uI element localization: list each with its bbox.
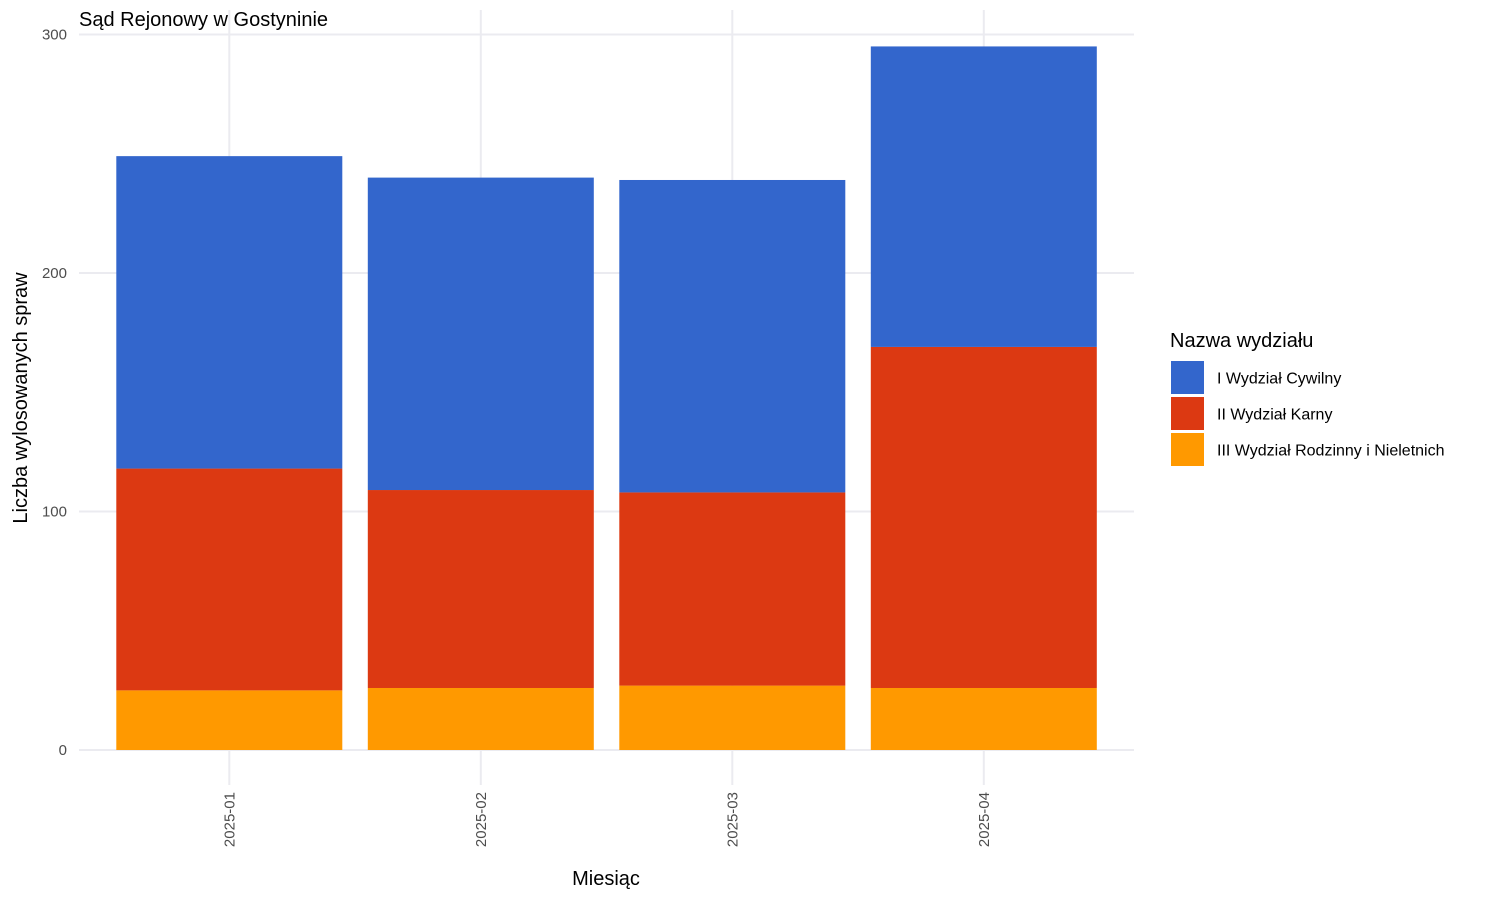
legend: Nazwa wydziału I Wydział Cywilny II Wydzi… xyxy=(1170,330,1445,466)
legend-key xyxy=(1171,433,1204,466)
legend-key xyxy=(1171,361,1204,394)
x-tick-label: 2025-01 xyxy=(221,792,238,847)
y-tick-label: 0 xyxy=(59,742,67,759)
legend-title: Nazwa wydziału xyxy=(1170,330,1313,352)
bars-layer xyxy=(116,46,1097,750)
legend-label: I Wydział Cywilny xyxy=(1217,371,1341,388)
bar-segment xyxy=(619,685,846,750)
ticks-layer: 0 100 200 300 2025-01 2025-02 2025-03 2025-04 xyxy=(42,27,993,848)
bar-segment xyxy=(870,46,1097,347)
bar-segment xyxy=(367,490,594,688)
bar-segment xyxy=(116,156,343,469)
x-tick-label: 2025-02 xyxy=(473,792,490,847)
bar-segment xyxy=(619,179,846,493)
y-tick-label: 200 xyxy=(42,265,67,282)
bar-segment xyxy=(619,492,846,686)
x-axis-title: Miesiąc xyxy=(572,868,640,890)
bar-segment xyxy=(116,468,343,691)
bar-segment xyxy=(870,346,1097,688)
legend-key xyxy=(1171,397,1204,430)
bar-segment xyxy=(116,690,343,750)
legend-label: II Wydział Karny xyxy=(1217,407,1332,424)
x-tick-label: 2025-03 xyxy=(724,792,741,847)
bar-segment xyxy=(367,687,594,750)
y-tick-label: 100 xyxy=(42,504,67,521)
legend-label: III Wydział Rodzinny i Nieletnich xyxy=(1217,443,1445,460)
bar-segment xyxy=(367,177,594,491)
x-tick-label: 2025-04 xyxy=(976,792,993,847)
y-tick-label: 300 xyxy=(42,27,67,44)
y-axis-title: Liczba wylosowanych spraw xyxy=(10,272,32,524)
chart-title: Sąd Rejonowy w Gostyninie xyxy=(79,9,328,31)
bar-segment xyxy=(870,687,1097,750)
